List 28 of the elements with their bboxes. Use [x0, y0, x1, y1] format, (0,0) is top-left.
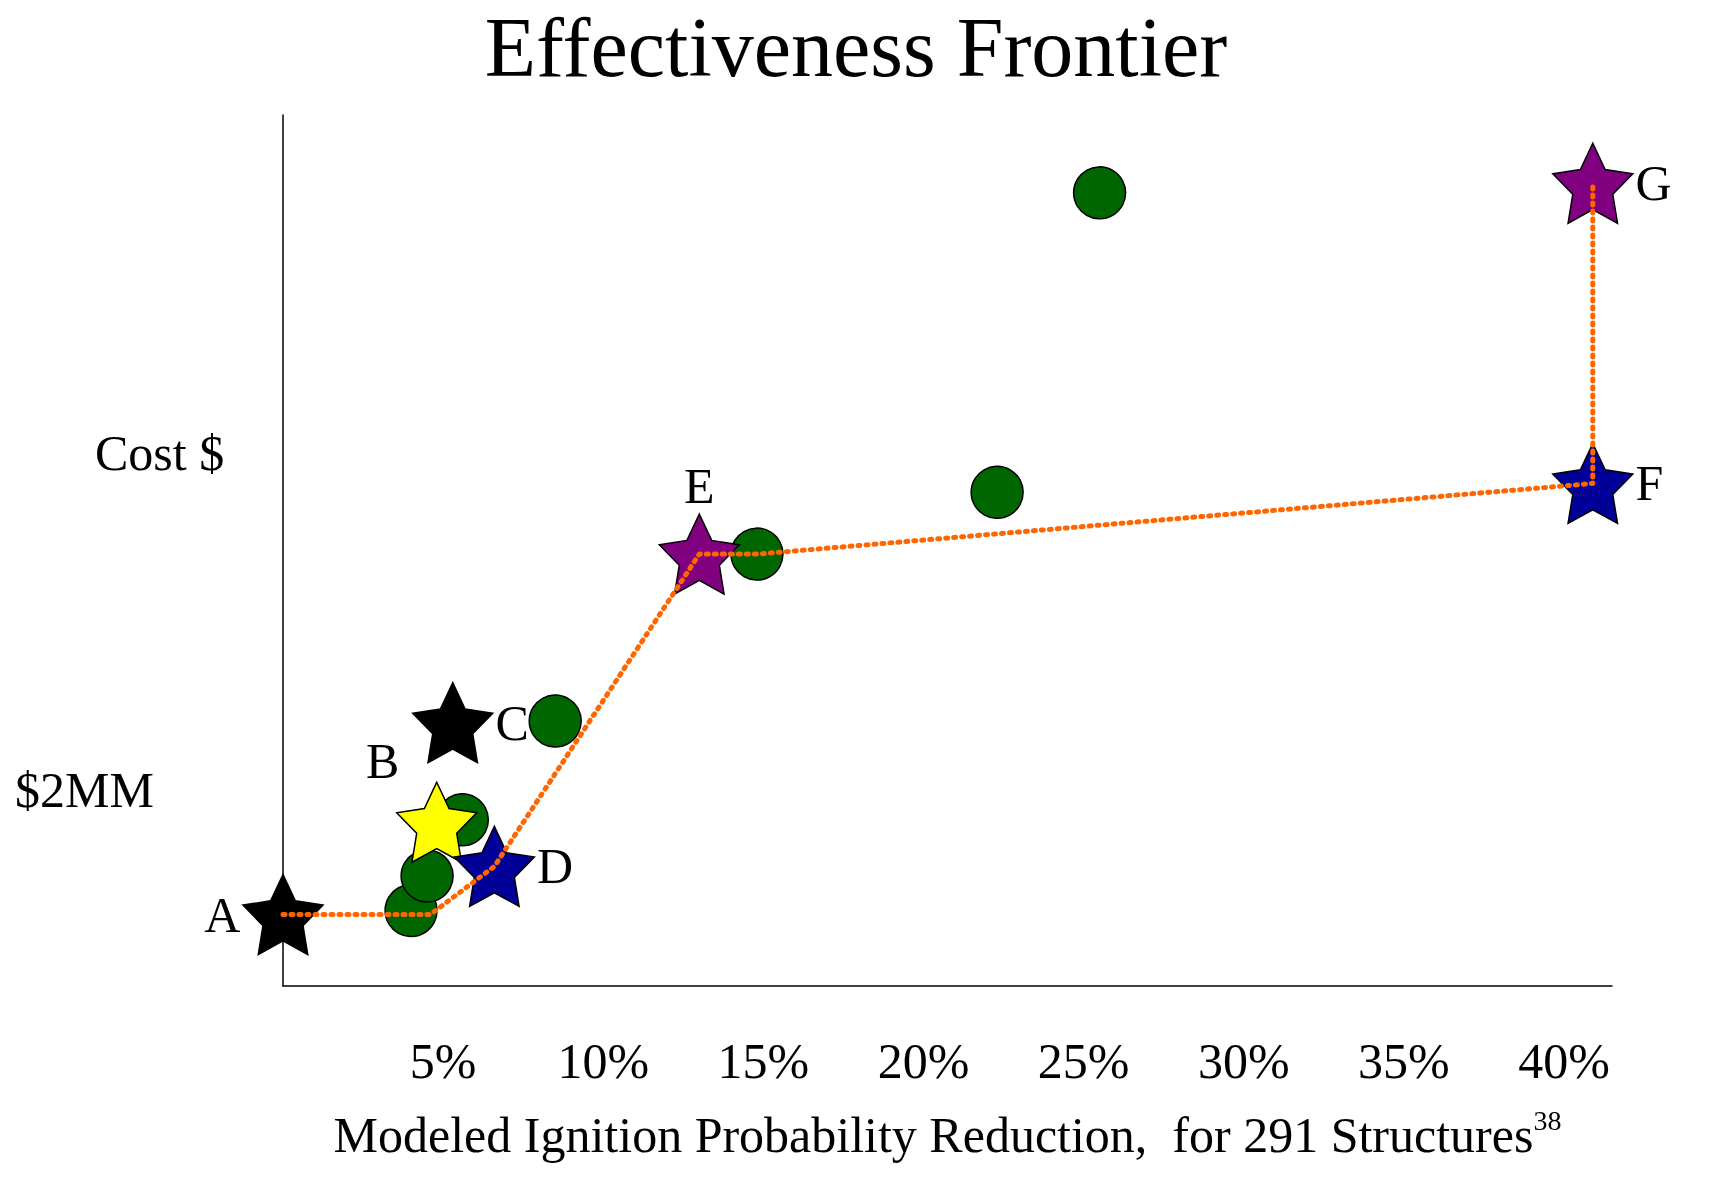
- point: [242, 873, 324, 956]
- series-label: F: [1635, 455, 1664, 512]
- x-tick-label: 35%: [1358, 1033, 1450, 1089]
- point: [528, 694, 582, 748]
- series-label: A: [204, 886, 241, 943]
- series-label: E: [684, 458, 715, 515]
- series-label: G: [1635, 155, 1672, 212]
- point: [400, 849, 454, 903]
- point: [1072, 166, 1127, 220]
- x-tick-label: 10%: [557, 1033, 650, 1089]
- point: [395, 781, 478, 863]
- series-label: B: [365, 733, 400, 790]
- point: [658, 513, 741, 595]
- chart-title: Effectiveness Frontier: [484, 0, 1228, 94]
- x-tick-label: 20%: [877, 1033, 970, 1089]
- x-tick-label: 30%: [1197, 1033, 1290, 1089]
- x-tick-label: 40%: [1518, 1033, 1610, 1089]
- text: $2MM: [15, 762, 154, 818]
- point: [970, 465, 1024, 520]
- y-axis-title: Cost $: [95, 425, 225, 481]
- x-tick-label: 25%: [1037, 1033, 1130, 1089]
- point: [1552, 142, 1634, 224]
- x-tick-label: 5%: [409, 1033, 477, 1089]
- series-label: C: [495, 694, 529, 751]
- x-tick-label: 15%: [717, 1033, 810, 1089]
- series-label: D: [537, 838, 574, 895]
- point: [453, 825, 536, 908]
- point: [411, 681, 494, 764]
